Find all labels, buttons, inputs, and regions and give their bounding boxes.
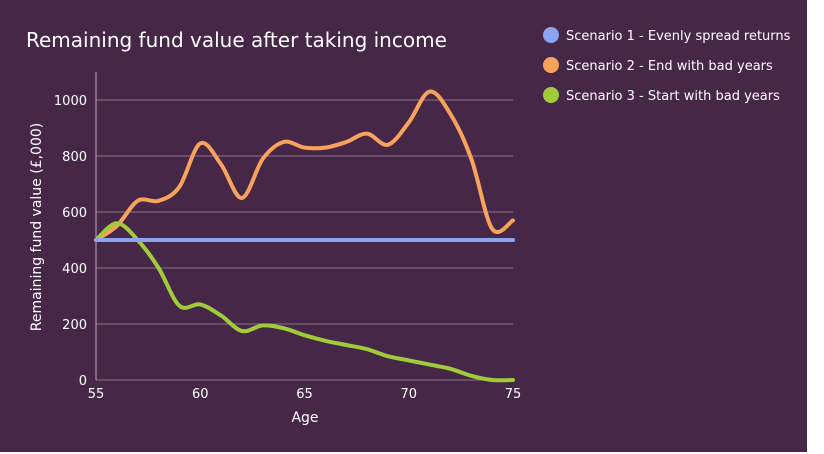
x-axis-label: Age [291, 410, 318, 426]
x-tick-label: 60 [192, 387, 209, 402]
y-tick-label: 1000 [54, 94, 87, 109]
legend-marker-scenario-3 [543, 87, 559, 103]
legend-label-scenario-3: Scenario 3 - Start with bad years [566, 89, 780, 104]
legend-marker-scenario-1 [543, 27, 559, 43]
series-line-scenario-2 [94, 89, 515, 242]
line-chart: Remaining fund value after taking income… [26, 27, 791, 426]
y-axis-label: Remaining fund value (£,000) [29, 123, 45, 332]
y-tick-label: 800 [62, 150, 87, 165]
gridlines [96, 99, 513, 381]
series-lines [94, 89, 515, 383]
y-tick-label: 600 [62, 206, 87, 221]
chart-panel: Remaining fund value after taking income… [0, 0, 807, 452]
legend-label-scenario-2: Scenario 2 - End with bad years [566, 59, 773, 74]
chart-title: Remaining fund value after taking income [26, 28, 447, 52]
x-tick-label: 55 [88, 387, 105, 402]
y-tick-label: 0 [79, 374, 87, 389]
legend-marker-scenario-2 [543, 57, 559, 73]
series-line-scenario-3 [94, 221, 515, 383]
x-tick-label: 65 [296, 387, 313, 402]
x-tick-labels: 55 60 65 70 75 [88, 387, 522, 402]
legend: Scenario 1 - Evenly spread returns Scenar… [543, 27, 791, 104]
y-tick-label: 200 [62, 318, 87, 333]
x-tick-label: 70 [400, 387, 417, 402]
y-tick-labels: 0 200 400 600 800 1000 [54, 94, 87, 389]
x-tick-label: 75 [505, 387, 522, 402]
legend-label-scenario-1: Scenario 1 - Evenly spread returns [566, 29, 791, 44]
y-tick-label: 400 [62, 262, 87, 277]
